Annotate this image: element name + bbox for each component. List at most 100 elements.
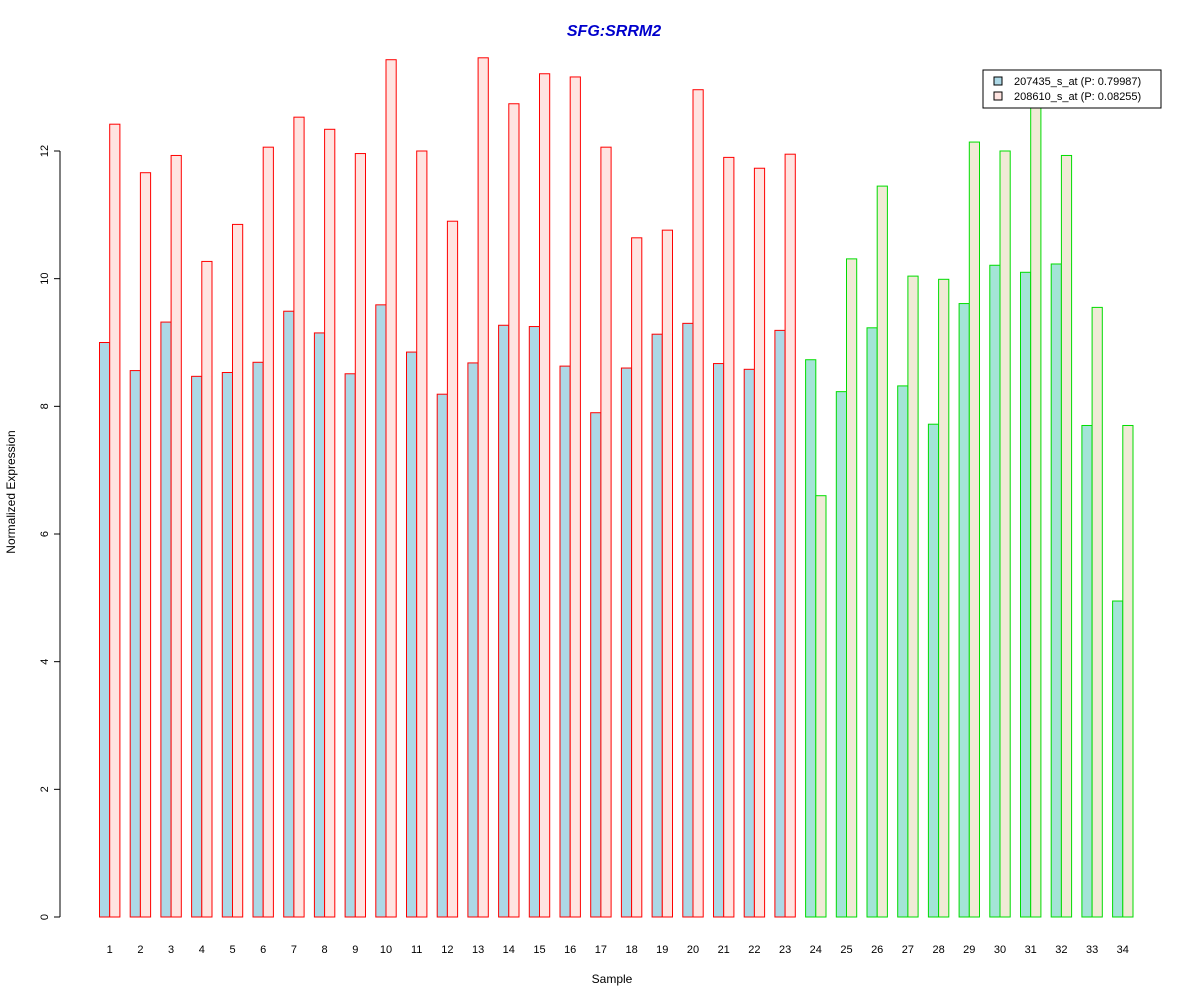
bar-series-2-sample-2 xyxy=(139,172,152,918)
bar-series-1-sample-16 xyxy=(559,365,571,918)
bar-series-2-sample-26 xyxy=(876,185,888,918)
x-tick-label: 9 xyxy=(352,944,358,956)
bar-series-1-sample-25 xyxy=(835,391,847,918)
bar-series-1-sample-21 xyxy=(713,363,725,918)
bars-group xyxy=(99,57,1134,918)
bar-series-2-sample-32 xyxy=(1060,154,1073,918)
x-tick-label: 24 xyxy=(810,944,822,956)
y-axis-label: Normalized Expression xyxy=(4,430,18,553)
bar-series-2-sample-15 xyxy=(539,73,551,918)
bar-series-1-sample-15 xyxy=(528,326,540,918)
chart-title: SFG:SRRM2 xyxy=(567,23,661,40)
bar-series-1-sample-10 xyxy=(375,304,387,918)
legend-label-series-1: 207435_s_at (P: 0.79987) xyxy=(1014,76,1141,88)
x-tick-label: 15 xyxy=(533,944,545,956)
bar-series-1-sample-30 xyxy=(989,264,1001,918)
bar-series-2-sample-29 xyxy=(968,141,980,918)
bar-series-1-sample-18 xyxy=(620,367,633,918)
bar-series-2-sample-34 xyxy=(1122,424,1134,918)
legend: 207435_s_at (P: 0.79987) 208610_s_at (P:… xyxy=(982,69,1162,109)
bar-series-2-sample-18 xyxy=(631,237,643,918)
x-tick-label: 17 xyxy=(595,944,607,956)
legend-box xyxy=(982,69,1162,109)
bar-series-1-sample-8 xyxy=(313,332,326,918)
x-tick-label: 16 xyxy=(564,944,576,956)
bar-series-1-sample-26 xyxy=(866,327,878,918)
x-tick-label: 33 xyxy=(1086,944,1098,956)
bar-series-2-sample-14 xyxy=(508,103,520,918)
x-tick-label: 28 xyxy=(932,944,944,956)
x-tick-label: 13 xyxy=(472,944,484,956)
x-tick-label: 32 xyxy=(1055,944,1067,956)
bar-series-2-sample-30 xyxy=(999,150,1011,918)
x-tick-label: 7 xyxy=(291,944,297,956)
bar-series-2-sample-10 xyxy=(385,59,397,918)
x-tick-label: 18 xyxy=(625,944,637,956)
bar-series-2-sample-33 xyxy=(1091,306,1103,918)
bar-series-2-sample-21 xyxy=(723,156,735,918)
x-tick-label: 10 xyxy=(380,944,392,956)
x-tick-label: 12 xyxy=(441,944,453,956)
bar-series-2-sample-27 xyxy=(907,275,919,918)
x-tick-label: 4 xyxy=(199,944,205,956)
bar-series-2-sample-6 xyxy=(262,146,274,918)
bar-series-2-sample-23 xyxy=(784,153,796,918)
bar-series-1-sample-34 xyxy=(1112,600,1124,918)
bar-series-2-sample-1 xyxy=(109,123,121,918)
x-tick-label: 29 xyxy=(963,944,975,956)
x-tick-label: 26 xyxy=(871,944,883,956)
y-tick-label: 10 xyxy=(39,273,51,285)
y-tick-label: 4 xyxy=(39,659,51,665)
bar-series-1-sample-6 xyxy=(252,361,264,918)
bar-series-2-sample-9 xyxy=(354,153,366,918)
bar-series-2-sample-11 xyxy=(416,150,428,918)
bar-series-1-sample-13 xyxy=(467,362,479,918)
bar-series-2-sample-4 xyxy=(201,260,213,918)
bar-series-1-sample-9 xyxy=(344,373,356,918)
bar-series-1-sample-1 xyxy=(99,342,111,918)
x-tick-label: 22 xyxy=(748,944,760,956)
bar-series-1-sample-24 xyxy=(805,359,817,918)
x-tick-labels: 1 2 3 4 5 6 7 8 9 10 11 12 13 14 15 16 17 18 19 20 21 22 23 24 2… xyxy=(107,944,1129,956)
x-tick-label: 19 xyxy=(656,944,668,956)
bar-series-2-sample-19 xyxy=(661,229,673,918)
bar-series-1-sample-5 xyxy=(221,372,234,918)
x-tick-label: 23 xyxy=(779,944,791,956)
bar-series-2-sample-12 xyxy=(446,220,459,918)
bar-series-2-sample-3 xyxy=(170,154,182,918)
bar-series-1-sample-28 xyxy=(927,423,940,918)
bar-series-1-sample-2 xyxy=(129,370,141,918)
bar-series-1-sample-32 xyxy=(1050,263,1062,918)
x-tick-label: 31 xyxy=(1025,944,1037,956)
bar-series-1-sample-29 xyxy=(958,303,970,918)
bar-series-1-sample-19 xyxy=(651,333,663,918)
y-tick-label: 0 xyxy=(39,914,51,920)
x-tick-label: 11 xyxy=(411,944,422,956)
y-tick-label: 6 xyxy=(39,531,51,537)
y-tick-label: 2 xyxy=(39,786,51,792)
bar-series-2-sample-7 xyxy=(293,116,305,918)
y-axis: 0 2 4 6 8 10 12 xyxy=(39,145,61,920)
x-tick-label: 14 xyxy=(503,944,515,956)
legend-swatch-series-1 xyxy=(993,76,1003,86)
bar-series-2-sample-31 xyxy=(1030,105,1042,918)
x-tick-label: 3 xyxy=(168,944,174,956)
bar-series-1-sample-20 xyxy=(682,322,694,918)
bar-series-1-sample-7 xyxy=(283,310,295,918)
legend-swatch-series-2 xyxy=(993,91,1003,101)
bar-series-1-sample-4 xyxy=(191,375,203,918)
x-tick-label: 2 xyxy=(137,944,143,956)
bar-series-1-sample-31 xyxy=(1020,271,1032,918)
bar-series-2-sample-20 xyxy=(692,89,704,918)
x-tick-label: 25 xyxy=(840,944,852,956)
bar-series-1-sample-12 xyxy=(436,393,448,918)
bar-series-1-sample-27 xyxy=(897,385,909,918)
bar-series-2-sample-16 xyxy=(569,76,581,918)
x-tick-label: 5 xyxy=(229,944,235,956)
legend-label-series-2: 208610_s_at (P: 0.08255) xyxy=(1014,91,1141,103)
bar-series-2-sample-8 xyxy=(324,128,336,918)
x-tick-label: 6 xyxy=(260,944,266,956)
bar-series-1-sample-11 xyxy=(406,351,418,918)
